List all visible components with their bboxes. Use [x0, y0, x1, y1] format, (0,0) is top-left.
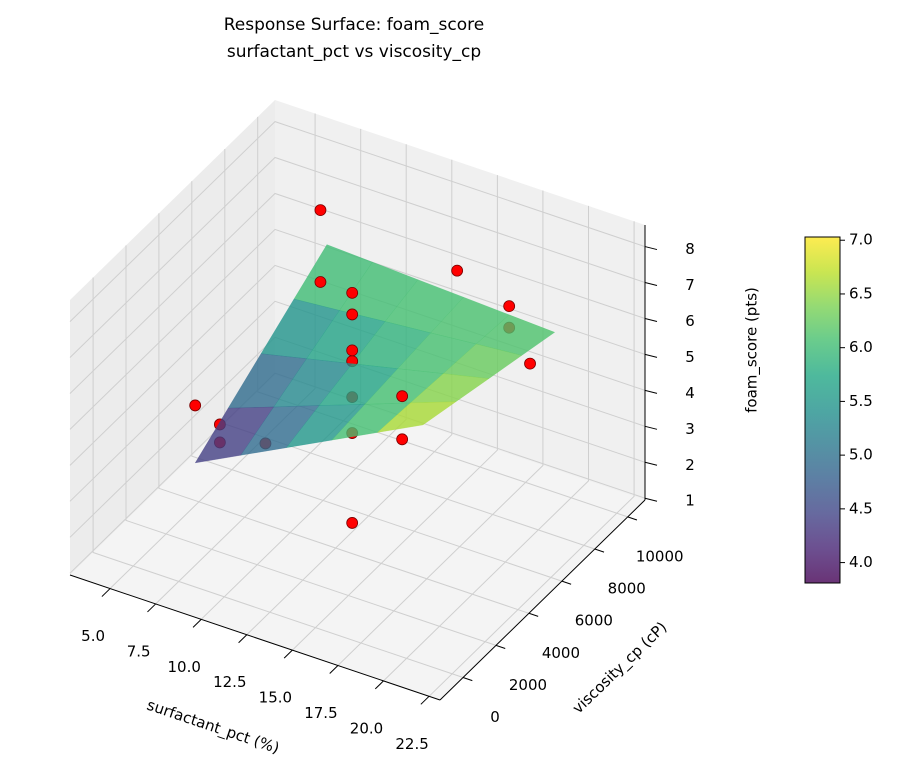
z-tick-mark [644, 497, 658, 502]
x-tick-label: 20.0 [350, 719, 383, 737]
grid-line [292, 175, 498, 651]
y-tick-label: 2000 [509, 676, 547, 694]
z-tick-mark [644, 425, 658, 430]
colorbar-frame [804, 236, 841, 584]
grid-line [158, 213, 530, 614]
z-tick-mark [644, 246, 658, 251]
x-tick-label: 22.5 [395, 735, 428, 753]
grid-line [69, 300, 646, 502]
x-tick-label: 12.5 [213, 673, 246, 691]
colorbar-tick-label: 6.0 [849, 338, 873, 356]
z-tick-label: 1 [685, 492, 695, 510]
grid-line [246, 159, 453, 636]
y-tick-label: 8000 [608, 579, 646, 597]
grid-line [69, 228, 646, 430]
grid-line [92, 277, 464, 678]
surface-patch [376, 401, 457, 433]
y-tick-mark [561, 580, 572, 585]
data-point [346, 517, 359, 529]
y-tick-mark [495, 644, 506, 649]
data-point [314, 204, 327, 217]
z-axis-label: foam_score (pts) [743, 287, 762, 413]
x-tick-mark [147, 603, 157, 613]
data-point [524, 357, 536, 370]
x-tick-mark [238, 634, 248, 644]
x-tick-label: 7.5 [127, 642, 151, 660]
colorbar-tick-label: 6.5 [849, 284, 873, 302]
x-tick-label: 15.0 [259, 689, 292, 707]
colorbar-gradient [805, 237, 840, 583]
x-tick-label: 10.0 [168, 658, 201, 676]
z-tick-label: 5 [685, 348, 695, 366]
data-point [314, 276, 327, 288]
grid-line [125, 245, 497, 646]
data-point [396, 390, 409, 403]
data-point [346, 344, 359, 357]
y-tick-mark [594, 548, 605, 553]
x-tick-mark [283, 649, 293, 659]
data-point [189, 399, 202, 412]
colorbar-tick-label: 5.0 [849, 446, 873, 464]
chart-title: Response Surface: foam_score [224, 15, 485, 35]
z-tick-label: 6 [685, 312, 695, 330]
y-tick-label: 0 [490, 708, 500, 726]
z-tick-label: 3 [685, 420, 695, 438]
y-tick-label: 10000 [636, 547, 684, 565]
x-tick-mark [374, 680, 384, 690]
colorbar-tick-label: 5.5 [849, 392, 873, 410]
data-point [346, 286, 359, 299]
data-point [346, 308, 359, 321]
grid-line [191, 181, 562, 582]
y-axis-label: viscosity_cp (cP) [569, 618, 671, 718]
z-tick-mark [644, 389, 658, 394]
colorbar-tick-label: 7.0 [849, 231, 873, 249]
left-pane [70, 100, 275, 575]
z-tick-label: 7 [685, 276, 695, 294]
y-tick-mark [627, 516, 638, 521]
data-point [396, 433, 409, 446]
z-tick-mark [644, 317, 658, 322]
y-tick-label: 4000 [542, 644, 580, 662]
x-tick-label: 17.5 [304, 704, 337, 722]
grid-line [69, 156, 646, 358]
x-tick-mark [192, 618, 202, 628]
y-tick-mark [528, 612, 539, 617]
x-tick-mark [420, 695, 430, 705]
z-tick-mark [644, 353, 658, 358]
z-tick-label: 2 [685, 456, 695, 474]
grid-line [337, 190, 544, 666]
y-axis-line [439, 499, 646, 701]
data-point [503, 300, 516, 313]
x-axis-line [69, 574, 441, 701]
grid-line [428, 221, 635, 697]
x-tick-mark [101, 588, 111, 597]
chart-subtitle: surfactant_pct vs viscosity_cp [227, 42, 481, 62]
colorbar-tick-label: 4.0 [849, 553, 873, 571]
y-tick-label: 6000 [575, 612, 613, 630]
z-tick-label: 8 [685, 240, 695, 258]
grid-line [69, 121, 646, 322]
x-tick-mark [329, 665, 339, 674]
x-tick-label: 5.0 [81, 627, 105, 645]
y-tick-mark [462, 677, 473, 682]
z-tick-mark [644, 461, 658, 466]
grid-line [383, 205, 589, 682]
z-tick-label: 4 [685, 384, 695, 402]
data-point [451, 264, 464, 277]
z-tick-mark [644, 282, 658, 287]
colorbar-tick-label: 4.5 [849, 499, 873, 517]
grid-line [69, 192, 646, 394]
